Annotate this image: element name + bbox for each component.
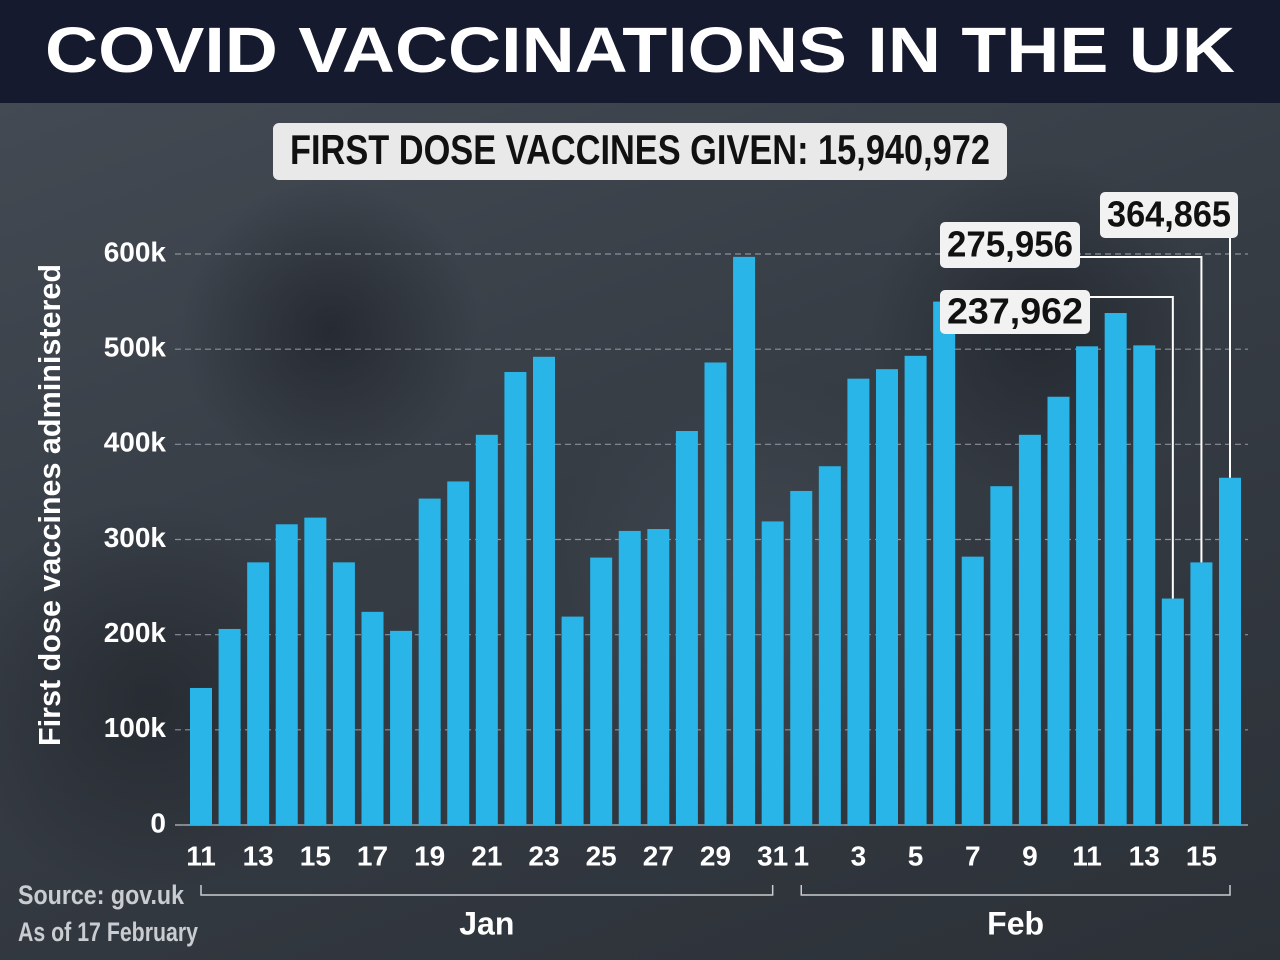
callout-box <box>1100 192 1238 238</box>
callout-box <box>940 222 1080 268</box>
x-tick-label: 13 <box>243 840 274 871</box>
x-tick-label: 25 <box>586 840 617 871</box>
bar <box>361 611 384 825</box>
bar <box>1190 562 1213 825</box>
title-bar <box>0 0 1280 103</box>
bar <box>1018 434 1041 825</box>
bar <box>304 517 327 825</box>
bar <box>475 434 498 825</box>
bar <box>1161 598 1184 825</box>
value-label: 237,962 <box>947 291 1083 332</box>
bar <box>904 355 927 825</box>
bar <box>247 562 270 825</box>
date-note: As of 17 February <box>18 917 198 947</box>
x-tick-label: 7 <box>965 840 981 871</box>
group-label: Feb <box>987 905 1044 941</box>
bar <box>190 687 212 825</box>
bar <box>1104 313 1127 825</box>
source: Source: gov.uk <box>18 880 185 910</box>
callout-line <box>1080 256 1203 563</box>
bar <box>990 486 1013 825</box>
bar <box>1047 396 1070 825</box>
bar <box>704 362 727 825</box>
y-axis-label: First dose vaccines administered <box>32 264 67 746</box>
bar <box>675 431 698 825</box>
value-label: 364,865 <box>1107 194 1231 235</box>
bar <box>761 521 784 825</box>
bar <box>418 498 441 825</box>
bar <box>647 529 670 825</box>
bar <box>390 630 413 825</box>
y-tick-label: 500k <box>104 332 167 363</box>
x-tick-label: 15 <box>300 840 331 871</box>
bar <box>818 466 841 825</box>
x-tick-label: 5 <box>908 840 924 871</box>
bar <box>847 378 870 825</box>
chart-title: COVID VACCINATIONS IN THE UK <box>45 14 1235 86</box>
x-tick-label: 27 <box>643 840 674 871</box>
x-tick-label: 3 <box>851 840 867 871</box>
x-tick-label: 29 <box>700 840 731 871</box>
x-tick-label: 17 <box>357 840 388 871</box>
group-bracket <box>800 885 1231 896</box>
bar <box>876 369 898 825</box>
y-tick-label: 400k <box>104 427 167 458</box>
bar <box>1076 346 1099 825</box>
bar <box>961 556 984 825</box>
bar <box>618 530 641 825</box>
bar <box>533 356 555 825</box>
x-tick-label: 15 <box>1186 840 1217 871</box>
x-tick-label: 9 <box>1022 840 1038 871</box>
y-tick-label: 0 <box>150 807 166 838</box>
y-tick-label: 300k <box>104 522 167 553</box>
x-tick-label: 23 <box>528 840 559 871</box>
bar <box>933 301 956 825</box>
group-label: Jan <box>459 905 514 941</box>
bar <box>1133 345 1156 825</box>
x-tick-label: 21 <box>471 840 502 871</box>
y-tick-label: 200k <box>104 617 167 648</box>
bar <box>733 256 756 826</box>
group-bracket <box>200 885 774 896</box>
x-tick-label: 11 <box>186 840 216 871</box>
y-tick-label: 600k <box>104 236 167 267</box>
bar <box>1219 477 1241 825</box>
x-tick-label: 11 <box>1072 840 1102 871</box>
x-tick-label: 13 <box>1129 840 1160 871</box>
value-label: 275,956 <box>947 224 1073 265</box>
y-tick-label: 100k <box>104 712 167 743</box>
bar <box>561 616 584 825</box>
callout-box <box>940 290 1090 334</box>
callout-line <box>1090 296 1174 599</box>
bar <box>504 372 527 825</box>
bar <box>332 562 355 825</box>
x-tick-label: 31 <box>757 840 788 871</box>
bar <box>275 524 298 825</box>
x-tick-label: 1 <box>793 840 809 871</box>
x-tick-label: 19 <box>414 840 445 871</box>
bar <box>447 481 470 825</box>
subtitle-box <box>273 123 1007 180</box>
bar <box>590 557 613 825</box>
chart-subtitle: FIRST DOSE VACCINES GIVEN: 15,940,972 <box>290 126 990 173</box>
bar <box>790 490 813 825</box>
bar <box>218 628 241 825</box>
